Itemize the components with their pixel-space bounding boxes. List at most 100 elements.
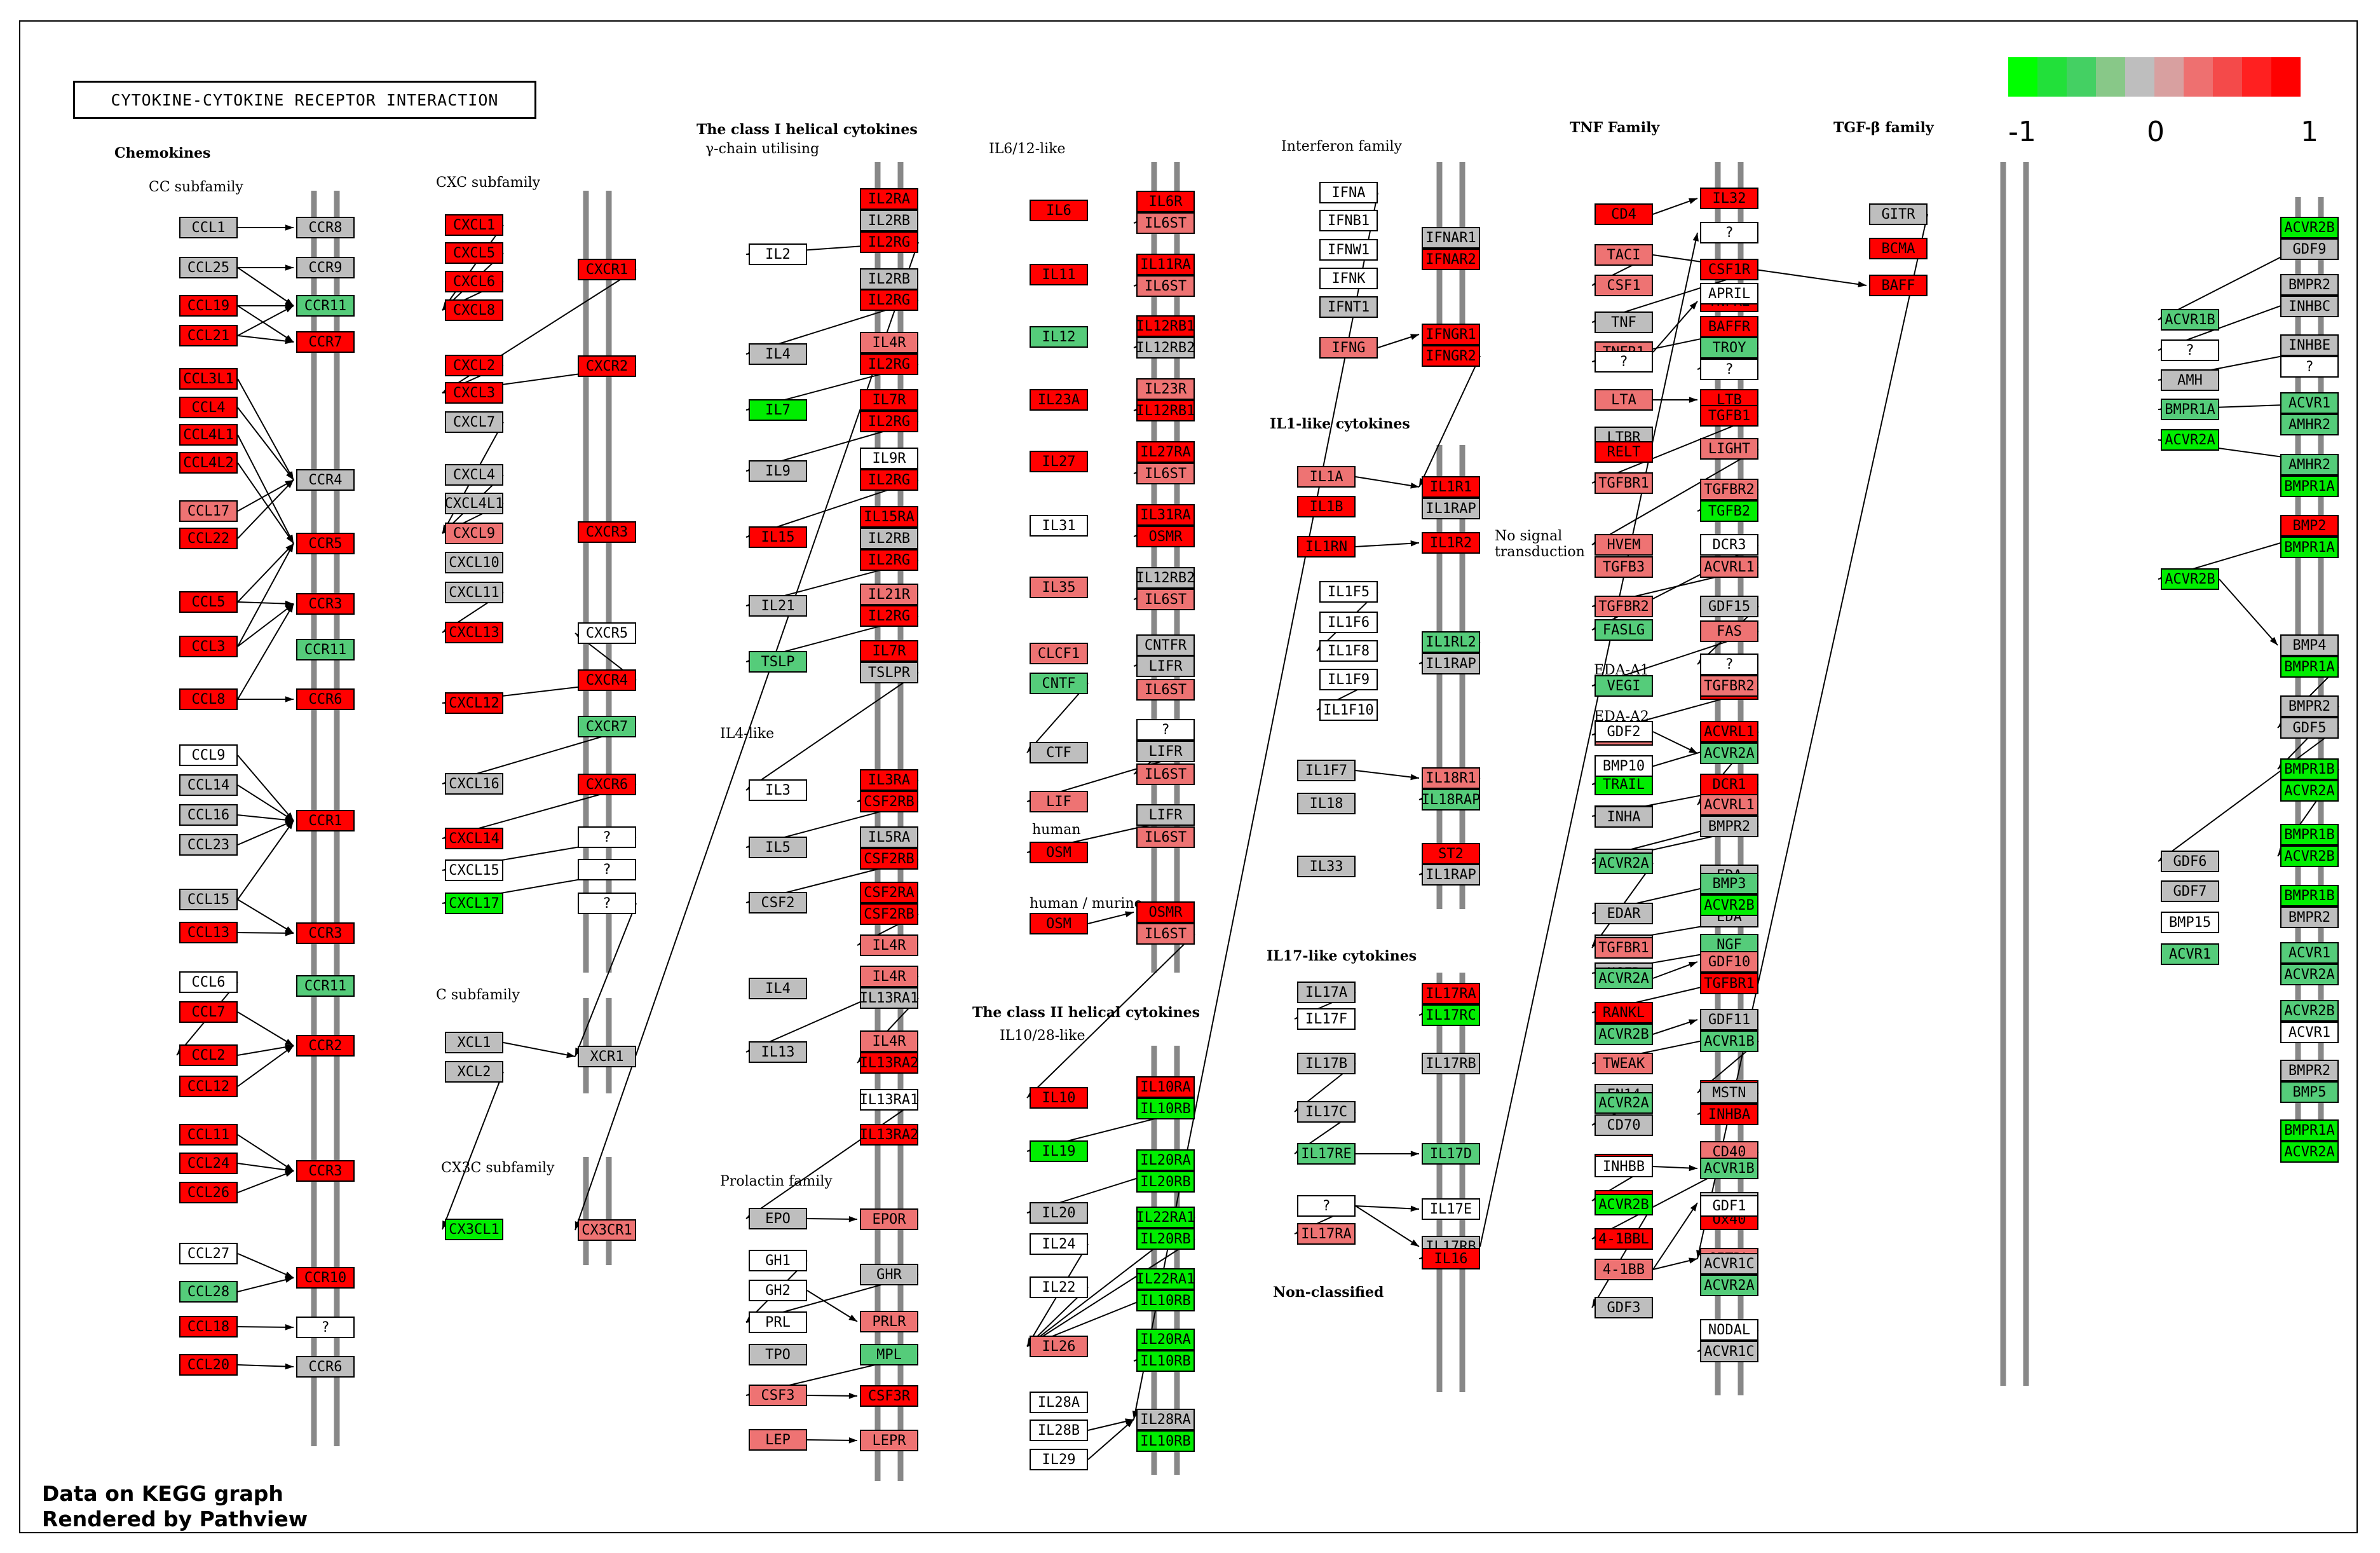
gene-node[interactable]: IL13RA2: [860, 1052, 918, 1074]
gene-node[interactable]: IL5: [749, 837, 807, 858]
gene-node[interactable]: GH2: [749, 1280, 807, 1301]
gene-node[interactable]: IL10RB: [1136, 1290, 1195, 1311]
gene-node[interactable]: IL7R: [860, 389, 918, 411]
gene-node[interactable]: IL1R2: [1422, 532, 1480, 554]
gene-node[interactable]: BMPR1B: [2280, 758, 2339, 780]
gene-node[interactable]: APRIL: [1700, 283, 1758, 304]
gene-node[interactable]: BMPR2: [1700, 816, 1758, 837]
gene-node[interactable]: TGFB3: [1595, 556, 1653, 578]
gene-node[interactable]: CCL8: [179, 688, 238, 710]
gene-node[interactable]: CCL14: [179, 774, 238, 796]
gene-node[interactable]: IL28A: [1030, 1392, 1088, 1413]
gene-node[interactable]: IL17E: [1422, 1198, 1480, 1220]
gene-node[interactable]: ?: [1700, 359, 1758, 380]
gene-node[interactable]: BMP5: [2280, 1081, 2339, 1103]
gene-node[interactable]: BCMA: [1869, 238, 1928, 259]
gene-node[interactable]: 4-1BB: [1595, 1259, 1653, 1280]
gene-node[interactable]: IL13RA1: [860, 987, 918, 1009]
gene-node[interactable]: IL17C: [1297, 1101, 1356, 1123]
gene-node[interactable]: CXCL13: [445, 622, 503, 643]
gene-node[interactable]: BMPR1B: [2280, 824, 2339, 845]
gene-node[interactable]: ACVR2A: [2280, 780, 2339, 802]
gene-node[interactable]: GDF10: [1700, 951, 1758, 973]
gene-node[interactable]: CXCL4: [445, 464, 503, 486]
gene-node[interactable]: LEPR: [860, 1430, 918, 1451]
gene-node[interactable]: IL6ST: [1136, 679, 1195, 701]
gene-node[interactable]: IL6R: [1136, 191, 1195, 212]
gene-node[interactable]: IL18R1: [1422, 767, 1480, 789]
gene-node[interactable]: IL6ST: [1136, 212, 1195, 234]
gene-node[interactable]: ?: [2161, 339, 2219, 361]
gene-node[interactable]: CSF2RA: [860, 882, 918, 903]
gene-node[interactable]: BMPR1A: [2280, 1119, 2339, 1141]
gene-node[interactable]: GDF9: [2280, 238, 2339, 260]
gene-node[interactable]: EPO: [749, 1208, 807, 1229]
gene-node[interactable]: IL1RL2: [1422, 631, 1480, 653]
gene-node[interactable]: IL33: [1297, 856, 1356, 877]
gene-node[interactable]: CCR11: [296, 975, 355, 997]
gene-node[interactable]: EDAR: [1595, 903, 1653, 924]
gene-node[interactable]: BMPR2: [2280, 1060, 2339, 1081]
gene-node[interactable]: INHBB: [1595, 1156, 1653, 1177]
gene-node[interactable]: INHBE: [2280, 334, 2339, 356]
gene-node[interactable]: IL15RA: [860, 506, 918, 528]
gene-node[interactable]: IL16: [1422, 1248, 1480, 1269]
gene-node[interactable]: CXCL2: [445, 355, 503, 376]
gene-node[interactable]: CSF2RB: [860, 903, 918, 925]
gene-node[interactable]: BMP4: [2280, 634, 2339, 656]
gene-node[interactable]: IL12: [1030, 326, 1088, 348]
gene-node[interactable]: IL17RC: [1422, 1004, 1480, 1026]
gene-node[interactable]: CXCR1: [578, 259, 636, 280]
gene-node[interactable]: IL23A: [1030, 389, 1088, 411]
gene-node[interactable]: IL17D: [1422, 1143, 1480, 1165]
gene-node[interactable]: CCL22: [179, 528, 238, 549]
gene-node[interactable]: IL18: [1297, 793, 1356, 814]
gene-node[interactable]: IL19: [1030, 1140, 1088, 1162]
gene-node[interactable]: IL3RA: [860, 769, 918, 791]
gene-node[interactable]: CCR7: [296, 331, 355, 353]
gene-node[interactable]: CXCL7: [445, 411, 503, 433]
gene-node[interactable]: XCR1: [578, 1046, 636, 1067]
gene-node[interactable]: IL2RG: [860, 411, 918, 432]
gene-node[interactable]: CXCR5: [578, 622, 636, 644]
gene-node[interactable]: DCR3: [1700, 534, 1758, 556]
gene-node[interactable]: TSLPR: [860, 662, 918, 683]
gene-node[interactable]: IL35: [1030, 577, 1088, 598]
gene-node[interactable]: ACVRL1: [1700, 721, 1758, 742]
gene-node[interactable]: CCL3L1: [179, 368, 238, 390]
gene-node[interactable]: IL1F8: [1319, 640, 1378, 662]
gene-node[interactable]: IL13: [749, 1041, 807, 1063]
gene-node[interactable]: IL6ST: [1136, 826, 1195, 848]
gene-node[interactable]: OSMR: [1136, 901, 1195, 923]
gene-node[interactable]: IL2RB: [860, 268, 918, 290]
gene-node[interactable]: TGFB2: [1700, 500, 1758, 522]
gene-node[interactable]: GDF15: [1700, 596, 1758, 617]
gene-node[interactable]: BMP15: [2161, 912, 2219, 933]
gene-node[interactable]: IL1B: [1297, 496, 1356, 517]
gene-node[interactable]: GH1: [749, 1250, 807, 1271]
gene-node[interactable]: ACVR2A: [1595, 1092, 1653, 1114]
gene-node[interactable]: CCR9: [296, 257, 355, 278]
gene-node[interactable]: LIGHT: [1700, 438, 1758, 460]
gene-node[interactable]: CCL7: [179, 1001, 238, 1023]
gene-node[interactable]: BMPR1A: [2280, 656, 2339, 678]
gene-node[interactable]: IL13RA2: [860, 1124, 918, 1146]
gene-node[interactable]: IL29: [1030, 1449, 1088, 1470]
gene-node[interactable]: CCL2: [179, 1044, 238, 1066]
gene-node[interactable]: GHR: [860, 1264, 918, 1285]
gene-node[interactable]: IL1RAP: [1422, 864, 1480, 886]
gene-node[interactable]: BMPR1A: [2280, 537, 2339, 558]
gene-node[interactable]: IFNG: [1319, 337, 1378, 359]
gene-node[interactable]: CXCL15: [445, 859, 503, 881]
gene-node[interactable]: ACVR1B: [2161, 309, 2219, 331]
gene-node[interactable]: IL9R: [860, 448, 918, 469]
gene-node[interactable]: CCL21: [179, 325, 238, 346]
gene-node[interactable]: BMP2: [2280, 515, 2339, 537]
gene-node[interactable]: CCR5: [296, 533, 355, 554]
gene-node[interactable]: BAFF: [1869, 275, 1928, 296]
gene-node[interactable]: IL7: [749, 399, 807, 421]
gene-node[interactable]: CD70: [1595, 1114, 1653, 1136]
gene-node[interactable]: ?: [1700, 222, 1758, 243]
gene-node[interactable]: IL18RAP: [1422, 789, 1480, 811]
gene-node[interactable]: TGFBR1: [1700, 973, 1758, 994]
